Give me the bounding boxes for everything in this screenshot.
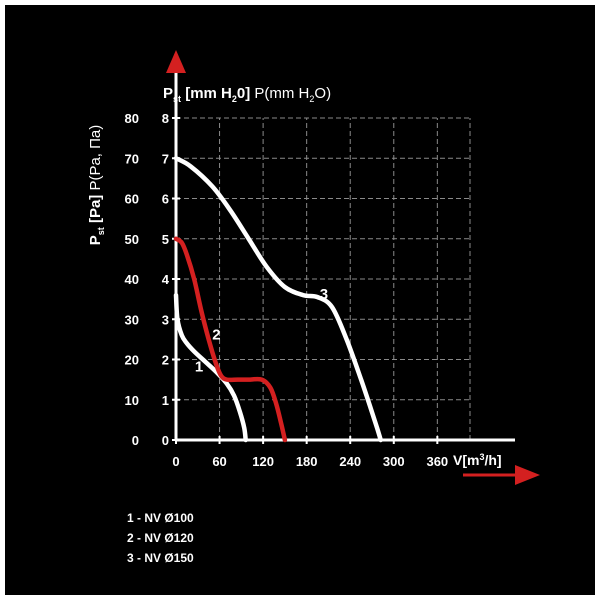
y-tick-label-mm-4: 4 (162, 272, 170, 287)
y-tick-label-mm-6: 6 (162, 192, 169, 207)
x-axis-title-pre: V[m (453, 452, 479, 468)
series-line-2 (173, 236, 288, 443)
y-axis-title-top-unit-sub: 2 (309, 94, 314, 104)
y-axis-title-top-bracket-pre: [mm H (181, 85, 232, 102)
y-axis-title-top-main: P (163, 85, 173, 102)
y-axis-title-top-unit-pre: P(mm H (250, 85, 309, 102)
series: 12 3 (173, 156, 383, 443)
series-label-1: 1 (195, 359, 203, 376)
x-axis-title: V[m3/h] (453, 452, 502, 468)
x-tick-label-180: 180 (296, 454, 318, 469)
ticks: 0 010 120 230 340 450 560 670 780 80 60 120 180 240 30… (125, 111, 449, 469)
y-tick-label-pa-10: 10 (125, 393, 139, 408)
fan-curve-chart: 0 010 120 230 340 450 560 670 780 80 60 120 180 240 30… (87, 50, 540, 565)
x-tick-label-360: 360 (426, 454, 448, 469)
y-tick-label-mm-5: 5 (162, 232, 169, 247)
series-line-1 (173, 292, 248, 443)
y-axis-title-left-bracket: [Pa] (87, 195, 104, 228)
y-axis-arrow-icon (166, 50, 186, 73)
y-tick-label-pa-20: 20 (125, 353, 139, 368)
chart-frame: 0 0 10 1 20 2 30 3 40 4 50 5 60 6 70 7 80 8 0 60 120 180 240 30… (5, 5, 595, 595)
y-axis-title-top-unit-post: O) (314, 85, 331, 102)
y-axis-title-left: Pst [Pa] P(Pa, Па) (87, 125, 106, 246)
x-tick-label-0: 0 (172, 454, 179, 469)
y-tick-label-mm-1: 1 (162, 393, 169, 408)
y-tick-label-mm-3: 3 (162, 312, 169, 327)
y-tick-label-mm-8: 8 (162, 111, 169, 126)
x-tick-label-240: 240 (339, 454, 361, 469)
y-tick-label-mm-0: 0 (162, 433, 169, 448)
x-tick-label-60: 60 (212, 454, 226, 469)
y-axis-title-left-unit: P(Pa, Па) (87, 125, 104, 195)
y-tick-label-pa-0: 0 (132, 433, 139, 448)
series-label-2: 2 (212, 326, 220, 343)
x-axis-title-post: /h] (484, 452, 501, 468)
legend-entry-3: 3 - NV Ø150 (127, 551, 194, 565)
y-tick-label-pa-70: 70 (125, 151, 139, 166)
series-label-3: 3 (320, 286, 328, 303)
y-axis-title-top: Pst [mm H20] P(mm H2O) (163, 85, 331, 104)
y-axis-title-top-sub: st (173, 94, 181, 104)
y-axis-title-top-bracket-sub: 2 (232, 94, 237, 104)
x-tick-label-300: 300 (383, 454, 405, 469)
y-tick-label-mm-7: 7 (162, 151, 169, 166)
y-tick-label-pa-30: 30 (125, 312, 139, 327)
legend-entry-1: 1 - NV Ø100 (127, 511, 194, 525)
x-tick-label-120: 120 (252, 454, 274, 469)
grid (176, 117, 471, 440)
legend-entry-2: 2 - NV Ø120 (127, 531, 194, 545)
y-tick-label-pa-40: 40 (125, 272, 139, 287)
y-tick-label-pa-50: 50 (125, 232, 139, 247)
y-tick-label-pa-60: 60 (125, 192, 139, 207)
x-axis-title-sup: 3 (479, 452, 484, 462)
y-axis-title-left-main: P (87, 235, 104, 245)
series-line-3 (173, 156, 383, 443)
y-axis-title-left-sub: st (96, 227, 106, 235)
y-tick-label-pa-80: 80 (125, 111, 139, 126)
y-axis-title-top-bracket-post: 0] (237, 85, 250, 102)
legend: 1 - NV Ø100 2 - NV Ø120 3 - NV Ø150 (127, 511, 194, 565)
x-axis-arrow-icon (515, 465, 540, 485)
y-tick-label-mm-2: 2 (162, 353, 169, 368)
